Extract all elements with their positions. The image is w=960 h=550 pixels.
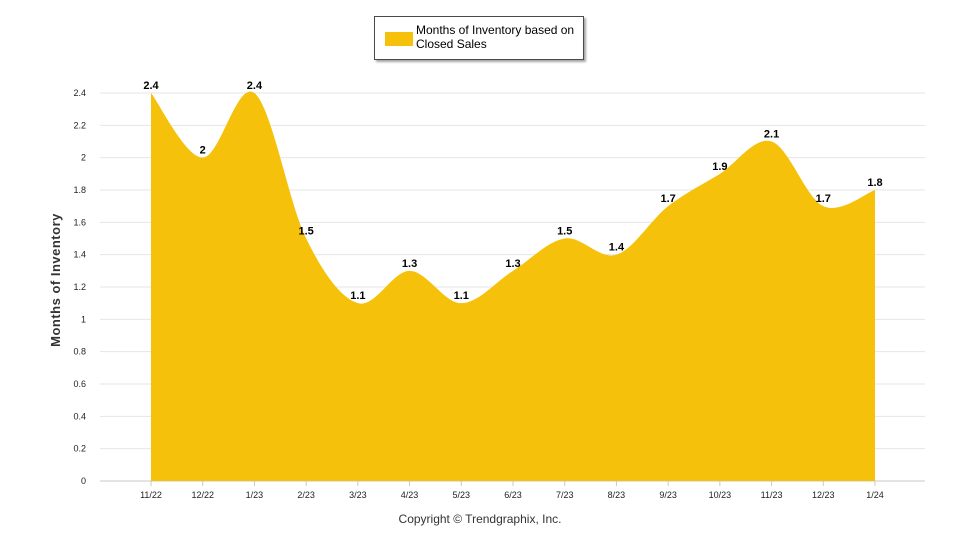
data-label: 1.5	[298, 226, 313, 238]
data-label: 2.4	[247, 80, 263, 92]
y-tick-label: 0.4	[73, 411, 86, 421]
data-label: 2.4	[143, 80, 159, 92]
y-tick-label: 0.2	[73, 444, 86, 454]
data-label: 1.5	[557, 226, 572, 238]
x-tick-label: 6/23	[504, 490, 522, 500]
y-tick-label: 2.2	[73, 120, 86, 130]
data-label: 1.1	[454, 290, 469, 302]
x-tick-label: 1/23	[246, 490, 264, 500]
y-tick-label: 1.8	[73, 185, 86, 195]
x-tick-label: 3/23	[349, 490, 367, 500]
x-tick-label: 7/23	[556, 490, 574, 500]
y-tick-label: 0.8	[73, 347, 86, 357]
y-tick-label: 1	[81, 314, 86, 324]
y-tick-label: 1.6	[73, 217, 86, 227]
x-tick-label: 9/23	[659, 490, 677, 500]
data-labels: 2.4 2 2.4 1.5 1.1 1.3 1.1 1.3 1.5 1.4 1.7 1.9 2.1 1.7…	[143, 80, 882, 302]
x-tick-label: 12/22	[191, 490, 214, 500]
x-tick-label: 11/23	[761, 490, 783, 500]
y-axis-ticks: 0 0.2 0.4 0.6 0.8 1 1.2 1.4 1.6 1.8 2 2.2 2.4	[73, 88, 86, 486]
x-tick-label: 4/23	[401, 490, 419, 500]
y-tick-label: 2	[81, 153, 86, 163]
x-tick-label: 8/23	[608, 490, 626, 500]
x-tick-label: 12/23	[812, 490, 835, 500]
legend: Months of Inventory based on Closed Sale…	[374, 16, 584, 60]
x-tick-label: 11/22	[140, 490, 162, 500]
y-tick-label: 1.2	[73, 282, 86, 292]
y-tick-label: 0.6	[73, 379, 86, 389]
x-tick-label: 1/24	[866, 490, 884, 500]
data-label: 1.9	[712, 161, 727, 173]
data-label: 1.3	[402, 258, 417, 270]
data-label: 1.3	[505, 258, 520, 270]
y-tick-label: 2.4	[73, 88, 86, 98]
data-label: 1.7	[660, 193, 675, 205]
y-tick-label: 1.4	[73, 250, 86, 260]
x-tick-label: 10/23	[709, 490, 732, 500]
x-axis-ticks: 11/22 12/22 1/23 2/23 3/23 4/23 5/23 6/23 7/23 8/…	[140, 481, 884, 500]
data-label: 2	[200, 145, 206, 157]
legend-swatch	[385, 32, 413, 46]
data-label: 2.1	[764, 129, 779, 141]
area-series	[151, 91, 875, 481]
data-label: 1.1	[350, 290, 365, 302]
data-label: 1.8	[867, 177, 882, 189]
copyright: Copyright © Trendgraphix, Inc.	[398, 512, 562, 526]
x-tick-label: 2/23	[297, 490, 315, 500]
legend-label: Months of Inventory based on Closed Sale…	[416, 23, 575, 51]
y-tick-label: 0	[81, 476, 86, 486]
x-tick-label: 5/23	[453, 490, 471, 500]
data-label: 1.7	[816, 193, 831, 205]
y-axis-label: Months of Inventory	[48, 213, 63, 347]
data-label: 1.4	[609, 242, 625, 254]
